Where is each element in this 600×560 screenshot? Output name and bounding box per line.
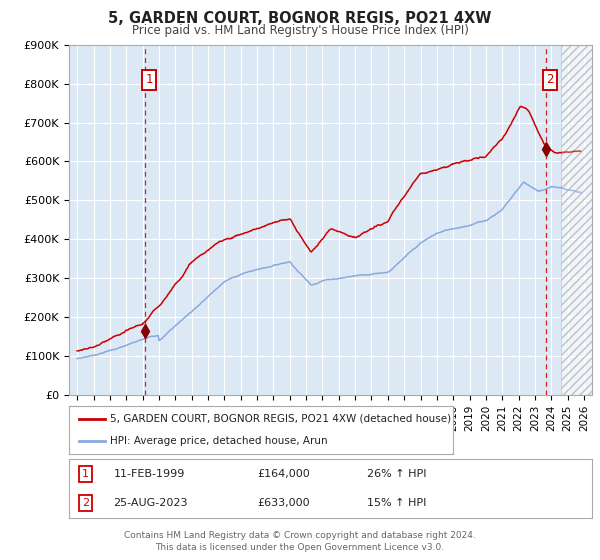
Text: 11-FEB-1999: 11-FEB-1999 xyxy=(113,469,185,479)
Text: This data is licensed under the Open Government Licence v3.0.: This data is licensed under the Open Gov… xyxy=(155,543,445,552)
Text: 1: 1 xyxy=(145,73,153,86)
Text: 1: 1 xyxy=(82,469,89,479)
Text: £164,000: £164,000 xyxy=(257,469,310,479)
Text: 25-AUG-2023: 25-AUG-2023 xyxy=(113,498,188,508)
Text: 5, GARDEN COURT, BOGNOR REGIS, PO21 4XW (detached house): 5, GARDEN COURT, BOGNOR REGIS, PO21 4XW … xyxy=(110,414,452,424)
Text: HPI: Average price, detached house, Arun: HPI: Average price, detached house, Arun xyxy=(110,436,328,446)
Text: 2: 2 xyxy=(82,498,89,508)
Text: 26% ↑ HPI: 26% ↑ HPI xyxy=(367,469,427,479)
Text: Contains HM Land Registry data © Crown copyright and database right 2024.: Contains HM Land Registry data © Crown c… xyxy=(124,531,476,540)
Text: £633,000: £633,000 xyxy=(257,498,310,508)
Text: 2: 2 xyxy=(547,73,554,86)
Text: 15% ↑ HPI: 15% ↑ HPI xyxy=(367,498,427,508)
Text: 5, GARDEN COURT, BOGNOR REGIS, PO21 4XW: 5, GARDEN COURT, BOGNOR REGIS, PO21 4XW xyxy=(109,11,491,26)
Text: Price paid vs. HM Land Registry's House Price Index (HPI): Price paid vs. HM Land Registry's House … xyxy=(131,24,469,37)
